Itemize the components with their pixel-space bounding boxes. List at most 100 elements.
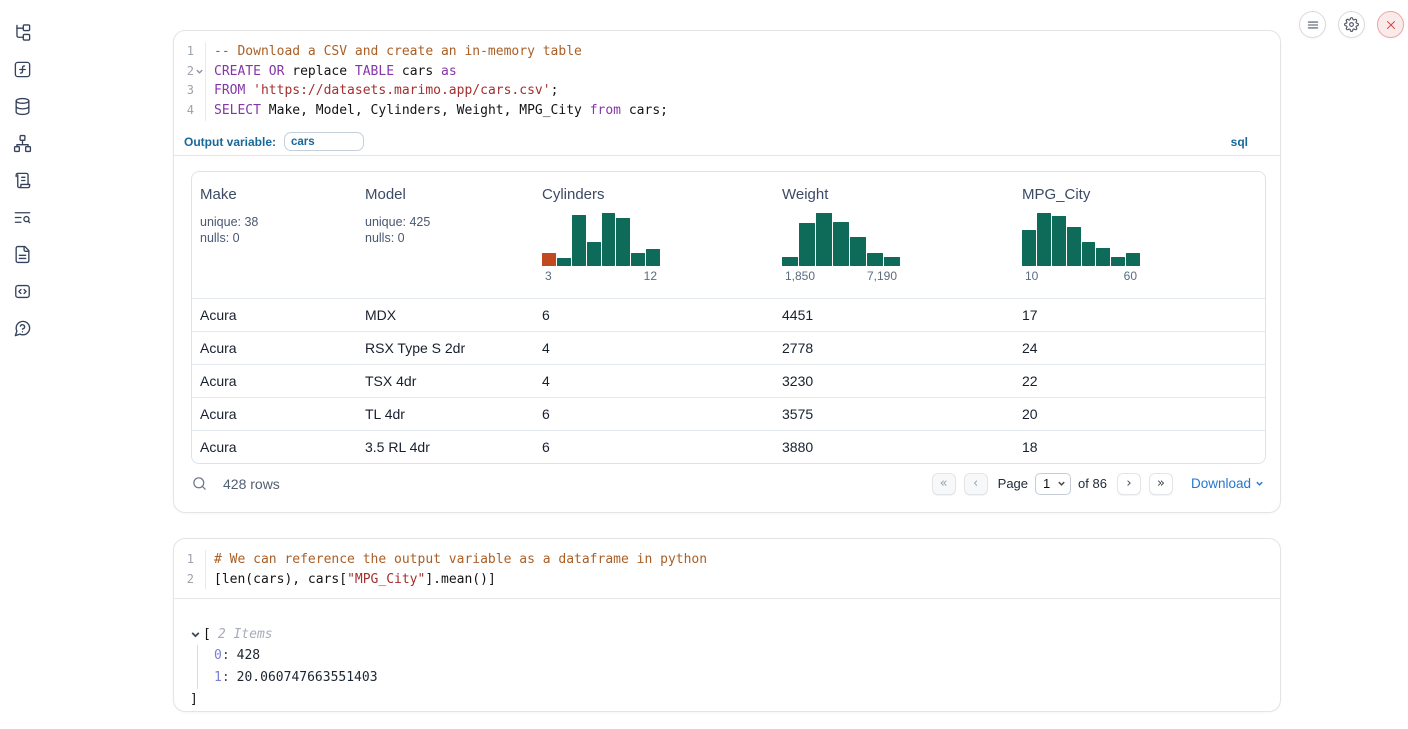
histogram-bar [1082, 242, 1096, 266]
table-cell: TSX 4dr [357, 373, 534, 389]
output-variable-strip: Output variable: sql [174, 129, 1280, 156]
pagination: « ‹ Page 1 of 86 › » Download [932, 473, 1264, 495]
table-header-row: Makeunique: 38nulls: 0Modelunique: 425nu… [192, 172, 1265, 298]
result-table: Makeunique: 38nulls: 0Modelunique: 425nu… [191, 171, 1266, 464]
last-page-button[interactable]: » [1149, 473, 1173, 495]
sidebar-item-functions[interactable] [11, 59, 33, 79]
code-line: 4SELECT Make, Model, Cylinders, Weight, … [174, 101, 1280, 121]
sidebar-item-datasources[interactable] [11, 96, 33, 116]
output-tree-header: [ 2 Items [190, 623, 1280, 645]
table-cell: 17 [1014, 307, 1265, 323]
table-cell: RSX Type S 2dr [357, 340, 534, 356]
sidebar-item-outline-search[interactable] [11, 207, 33, 227]
column-header-model: Modelunique: 425nulls: 0 [357, 172, 534, 298]
gear-icon [1344, 17, 1359, 32]
row-count: 428 rows [223, 476, 280, 492]
table-cell: 20 [1014, 406, 1265, 422]
search-button[interactable] [191, 475, 208, 492]
histogram-bar [833, 222, 849, 265]
double-chevron-left-icon: « [940, 477, 948, 490]
column-header-cylinders: Cylinders312 [534, 172, 774, 298]
download-button[interactable]: Download [1191, 476, 1264, 491]
stat-line: nulls: 0 [365, 230, 526, 247]
table-cell: 6 [534, 406, 774, 422]
page-label: Page [998, 476, 1028, 491]
line-gutter: 3 [174, 81, 206, 101]
line-number: 1 [187, 42, 194, 62]
python-code-editor[interactable]: 1 # We can reference the output variable … [174, 539, 1280, 589]
column-name: Cylinders [542, 186, 766, 203]
histogram-axis-labels: 1,8507,190 [782, 269, 900, 283]
sidebar-item-file-tree[interactable] [11, 22, 33, 42]
code-line: 1-- Download a CSV and create an in-memo… [174, 42, 1280, 62]
column-header-weight: Weight1,8507,190 [774, 172, 1014, 298]
column-histogram[interactable] [542, 213, 660, 266]
stat-line: unique: 38 [200, 214, 349, 231]
next-page-button[interactable]: › [1117, 473, 1141, 495]
sidebar-item-logs[interactable] [11, 170, 33, 190]
line-gutter: 1 [174, 550, 206, 570]
table-cell: Acura [192, 406, 357, 422]
chevron-down-icon [1057, 479, 1066, 488]
histogram-bar [1111, 257, 1125, 265]
histogram-bar [816, 213, 832, 266]
sidebar-item-snippets[interactable] [11, 281, 33, 301]
entry-index: 1 [214, 670, 222, 685]
file-tree-icon [13, 23, 32, 42]
table-cell: Acura [192, 340, 357, 356]
table-cell: 2778 [774, 340, 1014, 356]
sidebar-item-dependencies[interactable] [11, 133, 33, 153]
stat-line: nulls: 0 [200, 230, 349, 247]
menu-button[interactable] [1299, 11, 1326, 38]
histogram-bar [782, 257, 798, 265]
table-cell: 18 [1014, 439, 1265, 455]
document-icon [13, 245, 32, 264]
sidebar-item-help[interactable] [11, 318, 33, 338]
output-tree-entry: 1:20.060747663551403 [214, 667, 1280, 689]
shutdown-button[interactable] [1377, 11, 1404, 38]
double-chevron-right-icon: » [1157, 477, 1165, 490]
histogram-bar [557, 258, 571, 265]
table-cell: 22 [1014, 373, 1265, 389]
fold-chevron-icon [194, 67, 205, 76]
output-variable-label: Output variable: [184, 135, 276, 149]
column-histogram[interactable] [1022, 213, 1140, 266]
code-text: [len(cars), cars["MPG_City"].mean()] [206, 570, 496, 590]
code-text: SELECT Make, Model, Cylinders, Weight, M… [206, 101, 668, 121]
axis-max-label: 7,190 [867, 269, 897, 283]
histogram-bar [572, 215, 586, 266]
code-text: # We can reference the output variable a… [206, 550, 707, 570]
line-number: 1 [187, 550, 194, 570]
table-cell: 4 [534, 373, 774, 389]
line-number: 2 [187, 570, 194, 590]
histogram-bar [1052, 216, 1066, 266]
table-cell: 3575 [774, 406, 1014, 422]
top-right-controls [1299, 11, 1404, 38]
histogram-bar [631, 253, 645, 266]
line-gutter: 4 [174, 101, 206, 121]
table-cell: 24 [1014, 340, 1265, 356]
histogram-bar [1096, 248, 1110, 265]
sql-code-editor[interactable]: 1-- Download a CSV and create an in-memo… [174, 31, 1280, 121]
histogram-bar [799, 223, 815, 265]
stat-line: unique: 425 [365, 214, 526, 231]
collapse-chevron-icon[interactable] [190, 629, 203, 640]
sidebar-panel [0, 0, 44, 729]
output-tree-body: 0:4281:20.060747663551403 [197, 645, 1280, 689]
chevron-down-icon [1255, 479, 1264, 488]
column-header-mpg_city: MPG_City1060 [1014, 172, 1265, 298]
axis-max-label: 12 [644, 269, 657, 283]
settings-button[interactable] [1338, 11, 1365, 38]
table-cell: 4451 [774, 307, 1014, 323]
sidebar-item-documentation[interactable] [11, 244, 33, 264]
entry-index: 0 [214, 648, 222, 663]
column-histogram[interactable] [782, 213, 900, 266]
line-number: 2 [187, 62, 194, 82]
first-page-button[interactable]: « [932, 473, 956, 495]
output-tree-entry: 0:428 [214, 645, 1280, 667]
prev-page-button[interactable]: ‹ [964, 473, 988, 495]
output-variable-input[interactable] [284, 132, 364, 151]
column-header-make: Makeunique: 38nulls: 0 [192, 172, 357, 298]
page-select[interactable]: 1 [1035, 473, 1071, 495]
output-tree: [ 2 Items 0:4281:20.060747663551403 ] [174, 599, 1280, 711]
